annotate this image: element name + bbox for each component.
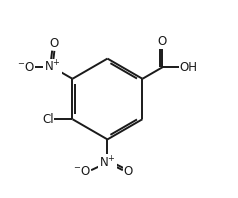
Text: OH: OH bbox=[179, 61, 197, 74]
Text: Cl: Cl bbox=[42, 113, 54, 126]
Text: O: O bbox=[158, 35, 167, 48]
Text: N$\mathregular{^{+}}$: N$\mathregular{^{+}}$ bbox=[44, 60, 61, 75]
Text: $\mathregular{^{-}}$O: $\mathregular{^{-}}$O bbox=[73, 165, 90, 178]
Text: O: O bbox=[124, 165, 133, 178]
Text: N$\mathregular{^{+}}$: N$\mathregular{^{+}}$ bbox=[99, 155, 116, 170]
Text: $\mathregular{^{-}}$O: $\mathregular{^{-}}$O bbox=[17, 61, 35, 74]
Text: O: O bbox=[50, 37, 59, 50]
